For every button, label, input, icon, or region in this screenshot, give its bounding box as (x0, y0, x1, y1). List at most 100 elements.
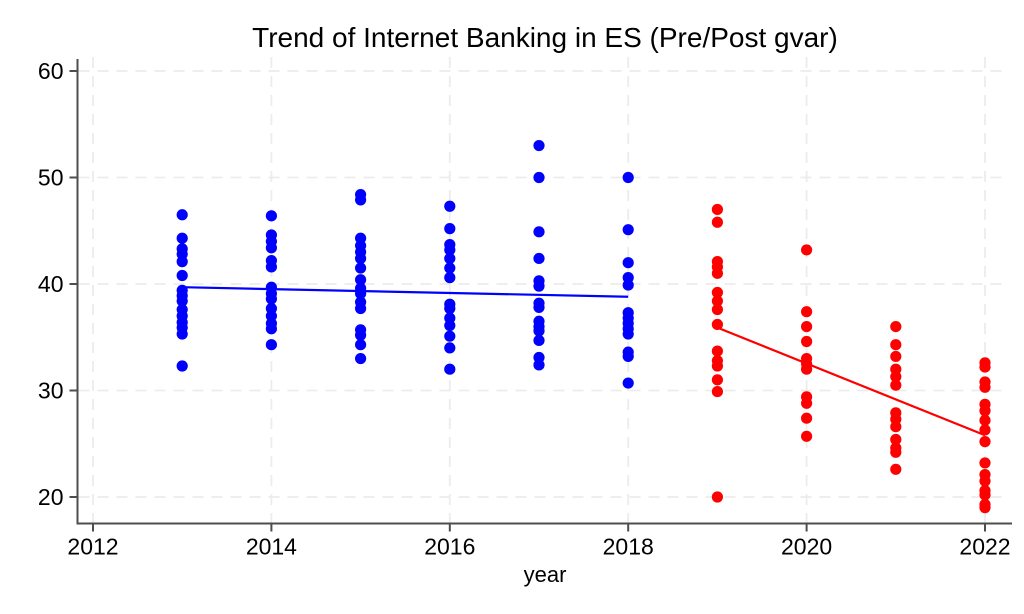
post-gvar-scatter-point (890, 463, 902, 475)
pre-gvar-scatter-point (622, 171, 634, 184)
pre-gvar-scatter-point (444, 262, 456, 274)
post-gvar-scatter-point (979, 475, 991, 487)
post-gvar-scatter-point (890, 421, 902, 433)
post-gvar-scatter-point (711, 345, 724, 357)
x-tick-label: 2018 (603, 534, 654, 560)
post-gvar-scatter-point (890, 446, 902, 458)
pre-gvar-scatter-point (265, 261, 277, 273)
post-gvar-scatter-point (801, 412, 813, 424)
post-gvar-scatter-point (711, 286, 724, 299)
pre-gvar-scatter-point (444, 244, 456, 256)
pre-gvar-scatter-point (444, 363, 456, 375)
post-gvar-scatter-point (711, 295, 724, 307)
post-gvar-scatter-point (979, 381, 991, 393)
pre-gvar-scatter-point (355, 302, 367, 315)
post-gvar-trend-line (716, 326, 986, 437)
x-tick-label: 2014 (246, 534, 297, 560)
post-gvar-scatter-point (801, 363, 813, 375)
pre-gvar-scatter-point (355, 339, 367, 351)
x-tick-label: 2022 (959, 534, 1010, 560)
post-gvar-scatter-point (711, 216, 724, 228)
post-gvar-scatter-point (979, 414, 991, 426)
post-gvar-scatter-point (890, 350, 902, 363)
pre-gvar-scatter-point (355, 274, 367, 286)
pre-gvar-scatter-point (444, 252, 456, 265)
post-gvar-scatter-point (711, 360, 724, 372)
post-gvar-scatter-point (711, 303, 724, 316)
post-gvar-scatter-point (711, 203, 724, 216)
pre-gvar-scatter-point (355, 287, 367, 300)
x-tick-label: 2016 (424, 534, 475, 560)
pre-gvar-scatter-point (265, 339, 277, 351)
pre-gvar-scatter-point (622, 377, 634, 389)
pre-gvar-scatter-point (533, 325, 545, 337)
pre-gvar-scatter-point (444, 200, 456, 212)
post-gvar-scatter-point (711, 318, 724, 331)
pre-gvar-scatter-point (444, 342, 456, 354)
post-gvar-scatter-point (979, 436, 991, 448)
post-gvar-scatter-point (801, 321, 813, 333)
post-gvar-scatter-point (979, 424, 991, 436)
post-gvar-scatter-point (801, 244, 813, 256)
post-gvar-scatter-point (801, 397, 813, 409)
x-tick-label: 2020 (781, 534, 832, 560)
y-tick-label: 30 (38, 378, 64, 404)
pre-gvar-scatter-point (533, 280, 545, 292)
post-gvar-scatter-point (890, 433, 902, 446)
post-gvar-scatter-point (890, 321, 902, 333)
pre-gvar-scatter-point (533, 139, 545, 152)
pre-gvar-scatter-point (622, 350, 634, 363)
pre-gvar-scatter-point (176, 269, 188, 282)
post-gvar-scatter-point (711, 491, 724, 503)
y-tick-label: 20 (38, 484, 64, 510)
x-axis-label: year (523, 562, 567, 587)
post-gvar-scatter-point (979, 361, 991, 373)
pre-gvar-scatter-point (533, 301, 545, 314)
pre-gvar-trend-line (182, 286, 629, 298)
chart-title: Trend of Internet Banking in ES (Pre/Pos… (252, 22, 838, 53)
post-gvar-scatter-point (890, 339, 902, 351)
post-gvar-scatter-point (801, 306, 813, 318)
post-gvar-scatter-point (801, 335, 813, 348)
pre-gvar-scatter-point (176, 256, 188, 268)
post-gvar-scatter-point (801, 430, 813, 442)
pre-gvar-scatter-point (622, 328, 634, 340)
pre-gvar-scatter-point (444, 223, 456, 235)
pre-gvar-scatter-point (265, 323, 277, 335)
pre-gvar-scatter-point (533, 252, 545, 265)
pre-gvar-scatter-point (533, 334, 545, 347)
pre-gvar-scatter-point (355, 329, 367, 341)
pre-gvar-scatter-point (176, 328, 188, 340)
pre-gvar-scatter-point (355, 352, 367, 365)
y-tick-label: 50 (38, 165, 64, 191)
pre-gvar-scatter-point (622, 257, 634, 269)
pre-gvar-scatter-point (444, 330, 456, 342)
pre-gvar-scatter-point (444, 319, 456, 332)
pre-gvar-scatter-point (355, 262, 367, 274)
pre-gvar-scatter-point (176, 209, 188, 221)
pre-gvar-scatter-point (622, 224, 634, 236)
pre-gvar-scatter-point (265, 210, 277, 222)
pre-gvar-scatter-point (444, 272, 456, 284)
post-gvar-scatter-point (711, 385, 724, 398)
y-tick-label: 60 (38, 58, 64, 84)
post-gvar-scatter-point (979, 405, 991, 417)
y-tick-label: 40 (38, 271, 64, 297)
pre-gvar-scatter-point (265, 293, 277, 305)
post-gvar-scatter-point (979, 457, 991, 469)
pre-gvar-scatter-point (533, 171, 545, 184)
pre-gvar-scatter-point (355, 252, 367, 265)
pre-gvar-scatter-point (622, 279, 634, 291)
pre-gvar-scatter-point (176, 360, 188, 372)
pre-gvar-scatter-point (444, 302, 456, 315)
pre-gvar-scatter-point (533, 226, 545, 238)
post-gvar-scatter-point (979, 489, 991, 501)
post-gvar-scatter-point (890, 379, 902, 391)
x-tick-label: 2012 (67, 534, 118, 560)
post-gvar-scatter-point (711, 267, 724, 279)
pre-gvar-scatter-point (355, 194, 367, 206)
pre-gvar-scatter-point (265, 242, 277, 254)
post-gvar-scatter-point (890, 371, 902, 383)
